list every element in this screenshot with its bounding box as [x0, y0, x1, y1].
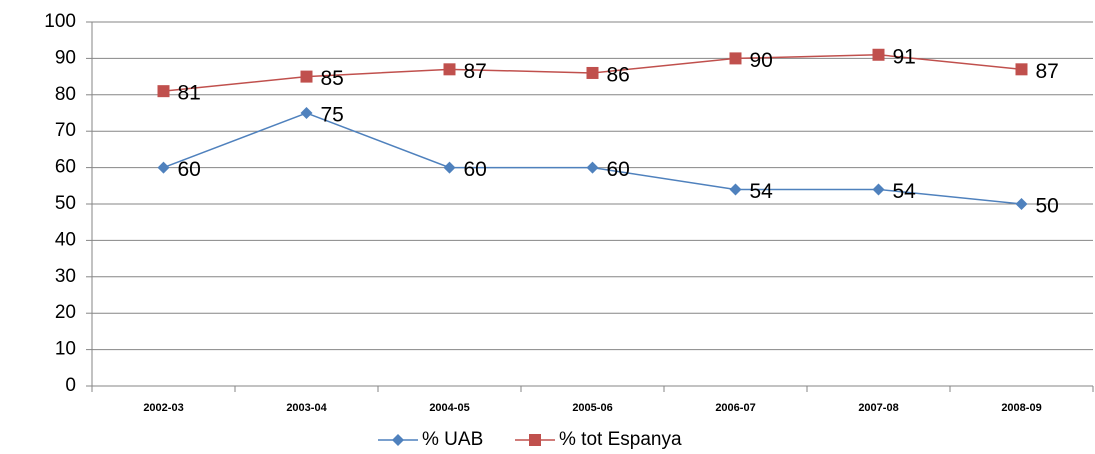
marker	[443, 161, 456, 174]
y-tick-label: 20	[55, 302, 76, 323]
data-label: 60	[178, 158, 201, 181]
data-label: 50	[1036, 195, 1059, 218]
y-tick-label: 30	[55, 266, 76, 287]
y-tick-label: 90	[55, 47, 76, 68]
marker	[300, 70, 313, 83]
marker	[157, 85, 170, 98]
x-tick-label: 2005-06	[572, 402, 612, 414]
legend-marker	[529, 434, 541, 446]
data-label: 85	[321, 67, 344, 90]
marker	[1015, 63, 1028, 76]
marker	[586, 161, 599, 174]
x-tick-label: 2004-05	[429, 402, 469, 414]
data-label: 87	[464, 60, 487, 83]
data-label: 75	[321, 104, 344, 127]
marker	[729, 52, 742, 65]
marker	[586, 66, 599, 79]
data-label: 86	[607, 64, 630, 87]
data-label: 60	[607, 158, 630, 181]
y-tick-label: 70	[55, 120, 76, 141]
marker	[300, 107, 313, 119]
x-tick-label: 2006-07	[715, 402, 755, 414]
data-label: 90	[750, 49, 773, 72]
data-label: 87	[1036, 60, 1059, 83]
x-tick-label: 2008-09	[1001, 402, 1041, 414]
marker	[872, 183, 885, 196]
y-tick-label: 100	[44, 11, 76, 32]
y-tick-label: 60	[55, 157, 76, 178]
legend-label: % tot Espanya	[559, 429, 682, 450]
legend-marker	[392, 434, 404, 446]
data-label: 54	[893, 180, 917, 203]
marker	[872, 48, 885, 61]
x-tick-label: 2003-04	[286, 402, 327, 414]
marker	[1015, 198, 1028, 210]
legend-label: % UAB	[422, 429, 483, 450]
data-label: 60	[464, 158, 487, 181]
y-tick-label: 50	[55, 193, 76, 214]
y-tick-label: 80	[55, 84, 76, 105]
y-tick-label: 0	[65, 375, 76, 396]
data-label: 54	[750, 180, 774, 203]
marker	[157, 161, 170, 174]
x-tick-label: 2002-03	[143, 402, 183, 414]
x-tick-label: 2007-08	[858, 402, 898, 414]
data-label: 81	[178, 82, 201, 105]
y-tick-label: 10	[55, 339, 76, 360]
y-tick-label: 40	[55, 229, 76, 250]
marker	[729, 183, 742, 196]
data-label: 91	[893, 45, 916, 68]
marker	[443, 63, 456, 76]
